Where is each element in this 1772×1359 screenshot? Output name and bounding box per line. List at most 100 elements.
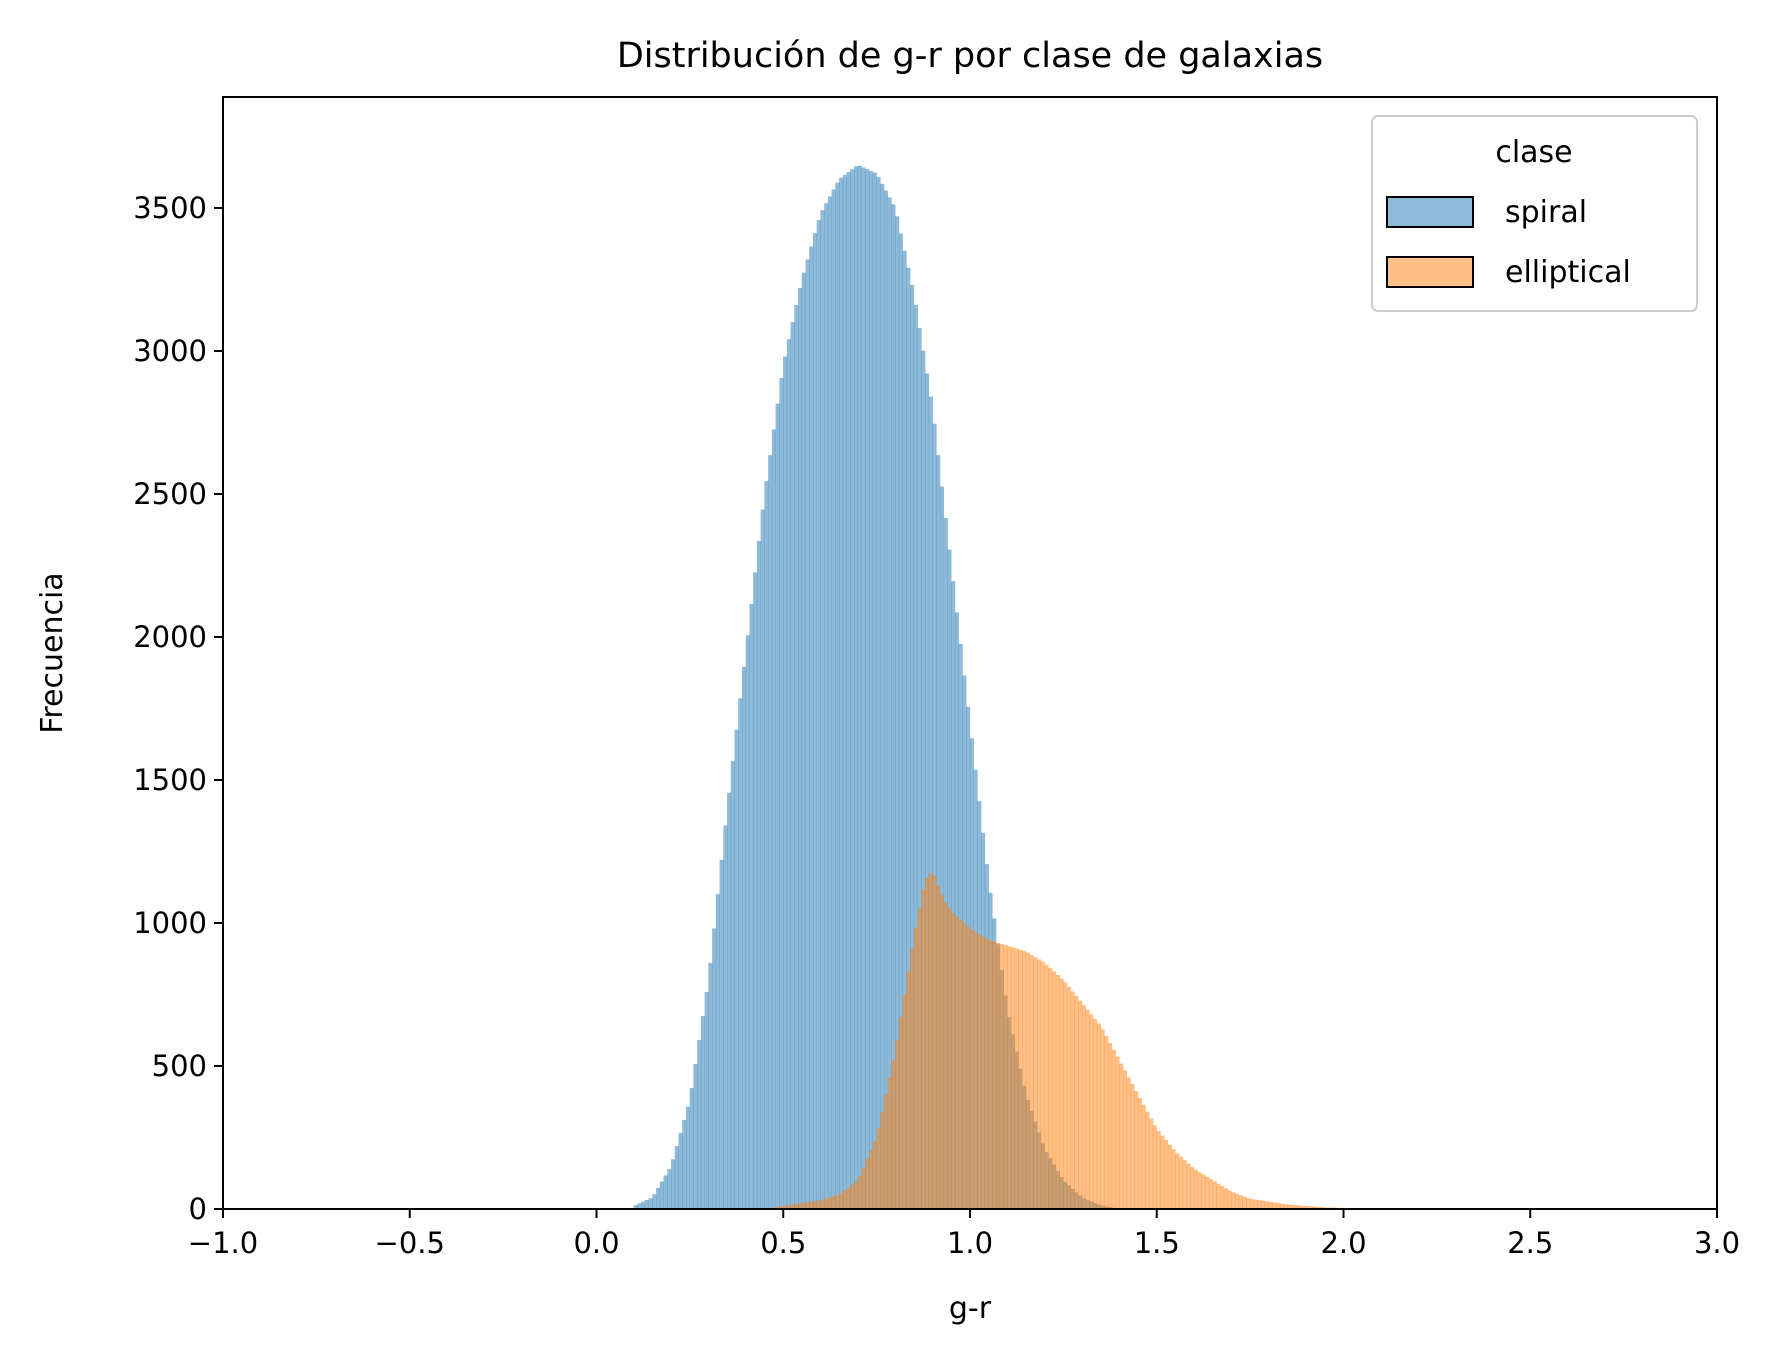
spiral-bar	[674, 1146, 679, 1210]
elliptical-bar	[876, 1128, 881, 1210]
elliptical-bar	[1055, 974, 1060, 1210]
elliptical-bar	[1242, 1196, 1247, 1210]
elliptical-bar	[1137, 1097, 1143, 1210]
x-axis-ticks: −1.0 −0.5 0.0 0.5 1.0 1.5 2.0 2.5 3.0	[188, 1209, 1740, 1260]
elliptical-bar	[1268, 1201, 1273, 1210]
elliptical-bar	[1022, 950, 1027, 1210]
elliptical-bar	[902, 994, 907, 1210]
elliptical-bar	[1100, 1029, 1105, 1210]
spiral-bar	[809, 246, 814, 1210]
elliptical-bar	[954, 916, 959, 1210]
elliptical-bar	[1085, 1009, 1090, 1210]
elliptical-bar	[981, 936, 986, 1210]
elliptical-bar	[958, 919, 963, 1210]
elliptical-bar	[1164, 1140, 1169, 1210]
spiral-bar	[887, 197, 892, 1210]
elliptical-bar	[816, 1200, 821, 1210]
elliptical-bar	[1074, 996, 1079, 1210]
spiral-bar	[715, 894, 720, 1210]
legend-label-spiral: spiral	[1505, 195, 1587, 230]
elliptical-bar	[1149, 1118, 1154, 1210]
elliptical-bar	[1115, 1056, 1120, 1210]
elliptical-bar	[1014, 948, 1019, 1210]
y-axis-label: Frecuencia	[35, 572, 70, 733]
elliptical-bar	[913, 927, 918, 1210]
spiral-bar	[771, 429, 776, 1210]
elliptical-bar	[835, 1195, 840, 1210]
elliptical-bar	[969, 929, 974, 1210]
elliptical-bar	[1197, 1172, 1202, 1210]
elliptical-bar	[861, 1167, 866, 1210]
elliptical-bar	[943, 902, 948, 1210]
elliptical-bar	[1081, 1005, 1086, 1210]
spiral-bar	[708, 962, 713, 1210]
elliptical-bar	[880, 1111, 885, 1210]
spiral-bar	[835, 182, 840, 1210]
spiral-bar	[704, 992, 709, 1210]
elliptical-bar	[1070, 991, 1075, 1210]
spiral-bar	[775, 403, 780, 1210]
elliptical-bar	[951, 913, 956, 1210]
x-tick-label: −0.5	[375, 1226, 445, 1260]
elliptical-bar	[1093, 1018, 1098, 1210]
elliptical-bar	[1234, 1193, 1240, 1210]
elliptical-bar	[984, 938, 989, 1210]
elliptical-bar	[1122, 1070, 1128, 1210]
elliptical-bar	[1029, 954, 1034, 1210]
spiral-bar	[786, 339, 791, 1210]
spiral-bar	[768, 455, 773, 1210]
spiral-bar	[891, 204, 896, 1210]
elliptical-bar	[966, 926, 971, 1210]
spiral-bar	[812, 233, 818, 1210]
legend-label-elliptical: elliptical	[1505, 255, 1631, 290]
elliptical-bar	[1156, 1131, 1161, 1210]
legend-swatch-elliptical	[1386, 256, 1474, 288]
elliptical-bar	[1040, 961, 1045, 1210]
elliptical-bar	[921, 889, 926, 1210]
elliptical-bar	[1223, 1188, 1228, 1210]
spiral-bar	[790, 322, 795, 1210]
spiral-bar	[801, 272, 806, 1210]
elliptical-bar	[850, 1184, 855, 1210]
spiral-bar	[659, 1181, 664, 1210]
elliptical-bar	[1066, 986, 1072, 1210]
elliptical-bar	[1119, 1063, 1124, 1210]
spiral-bar	[883, 190, 889, 1210]
spiral-bar	[745, 635, 750, 1210]
spiral-bar	[872, 172, 877, 1210]
spiral-bar	[641, 1201, 646, 1210]
elliptical-bar	[977, 934, 982, 1210]
elliptical-bar	[932, 876, 937, 1210]
spiral-bar	[827, 196, 833, 1210]
elliptical-bar	[842, 1190, 847, 1210]
spiral-bar	[685, 1106, 691, 1210]
elliptical-bar	[872, 1141, 877, 1210]
elliptical-bar	[1167, 1144, 1172, 1210]
elliptical-bar	[1063, 982, 1068, 1210]
elliptical-bar	[1178, 1156, 1184, 1210]
spiral-bar	[652, 1194, 657, 1210]
elliptical-bar	[1126, 1077, 1131, 1210]
spiral-bar	[854, 166, 859, 1210]
spiral-bar	[700, 1016, 706, 1210]
spiral-bar	[865, 169, 870, 1210]
legend-title: clase	[1495, 135, 1572, 170]
elliptical-bar	[831, 1196, 836, 1210]
elliptical-bar	[1059, 978, 1064, 1210]
y-tick-label: 2500	[133, 477, 207, 511]
elliptical-bar	[1104, 1036, 1109, 1210]
elliptical-bar	[1257, 1200, 1262, 1210]
elliptical-bar	[1261, 1200, 1266, 1210]
elliptical-bar	[1010, 947, 1016, 1210]
elliptical-bar	[1107, 1042, 1113, 1210]
elliptical-bar	[1134, 1090, 1139, 1210]
elliptical-bar	[1003, 945, 1008, 1210]
spiral-bar	[850, 169, 855, 1210]
legend: clase spiral elliptical	[1371, 115, 1698, 312]
y-tick-label: 2000	[133, 620, 207, 654]
elliptical-bar	[868, 1150, 874, 1210]
spiral-bar	[783, 356, 788, 1210]
y-tick-label: 3000	[133, 334, 207, 368]
spiral-bar	[697, 1040, 702, 1210]
